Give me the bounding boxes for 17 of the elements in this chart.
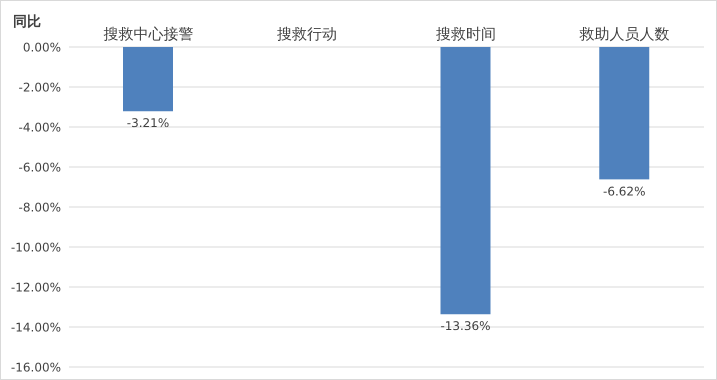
data-label: -3.21% bbox=[126, 116, 170, 130]
y-tick-label: -4.00% bbox=[18, 120, 61, 134]
y-axis-title: 同比 bbox=[13, 13, 41, 31]
data-label: -13.36% bbox=[440, 319, 491, 334]
y-tick-label: -10.00% bbox=[10, 240, 61, 254]
y-tick-label: -14.00% bbox=[10, 320, 61, 334]
data-label: -6.62% bbox=[603, 184, 646, 198]
y-tick-label: 0.00% bbox=[22, 40, 61, 54]
x-tick-label: 搜救时间 bbox=[436, 25, 496, 43]
x-tick-label: 救助人员人数 bbox=[578, 25, 670, 43]
y-tick-label: -6.00% bbox=[18, 160, 61, 174]
y-tick-label: -16.00% bbox=[10, 360, 61, 374]
y-tick-label: -2.00% bbox=[18, 80, 61, 94]
x-tick-label: 搜救行动 bbox=[277, 25, 338, 43]
y-tick-label: -12.00% bbox=[10, 280, 61, 294]
x-tick-label: 搜救中心接警 bbox=[103, 25, 194, 43]
y-tick-label: -8.00% bbox=[18, 200, 61, 214]
